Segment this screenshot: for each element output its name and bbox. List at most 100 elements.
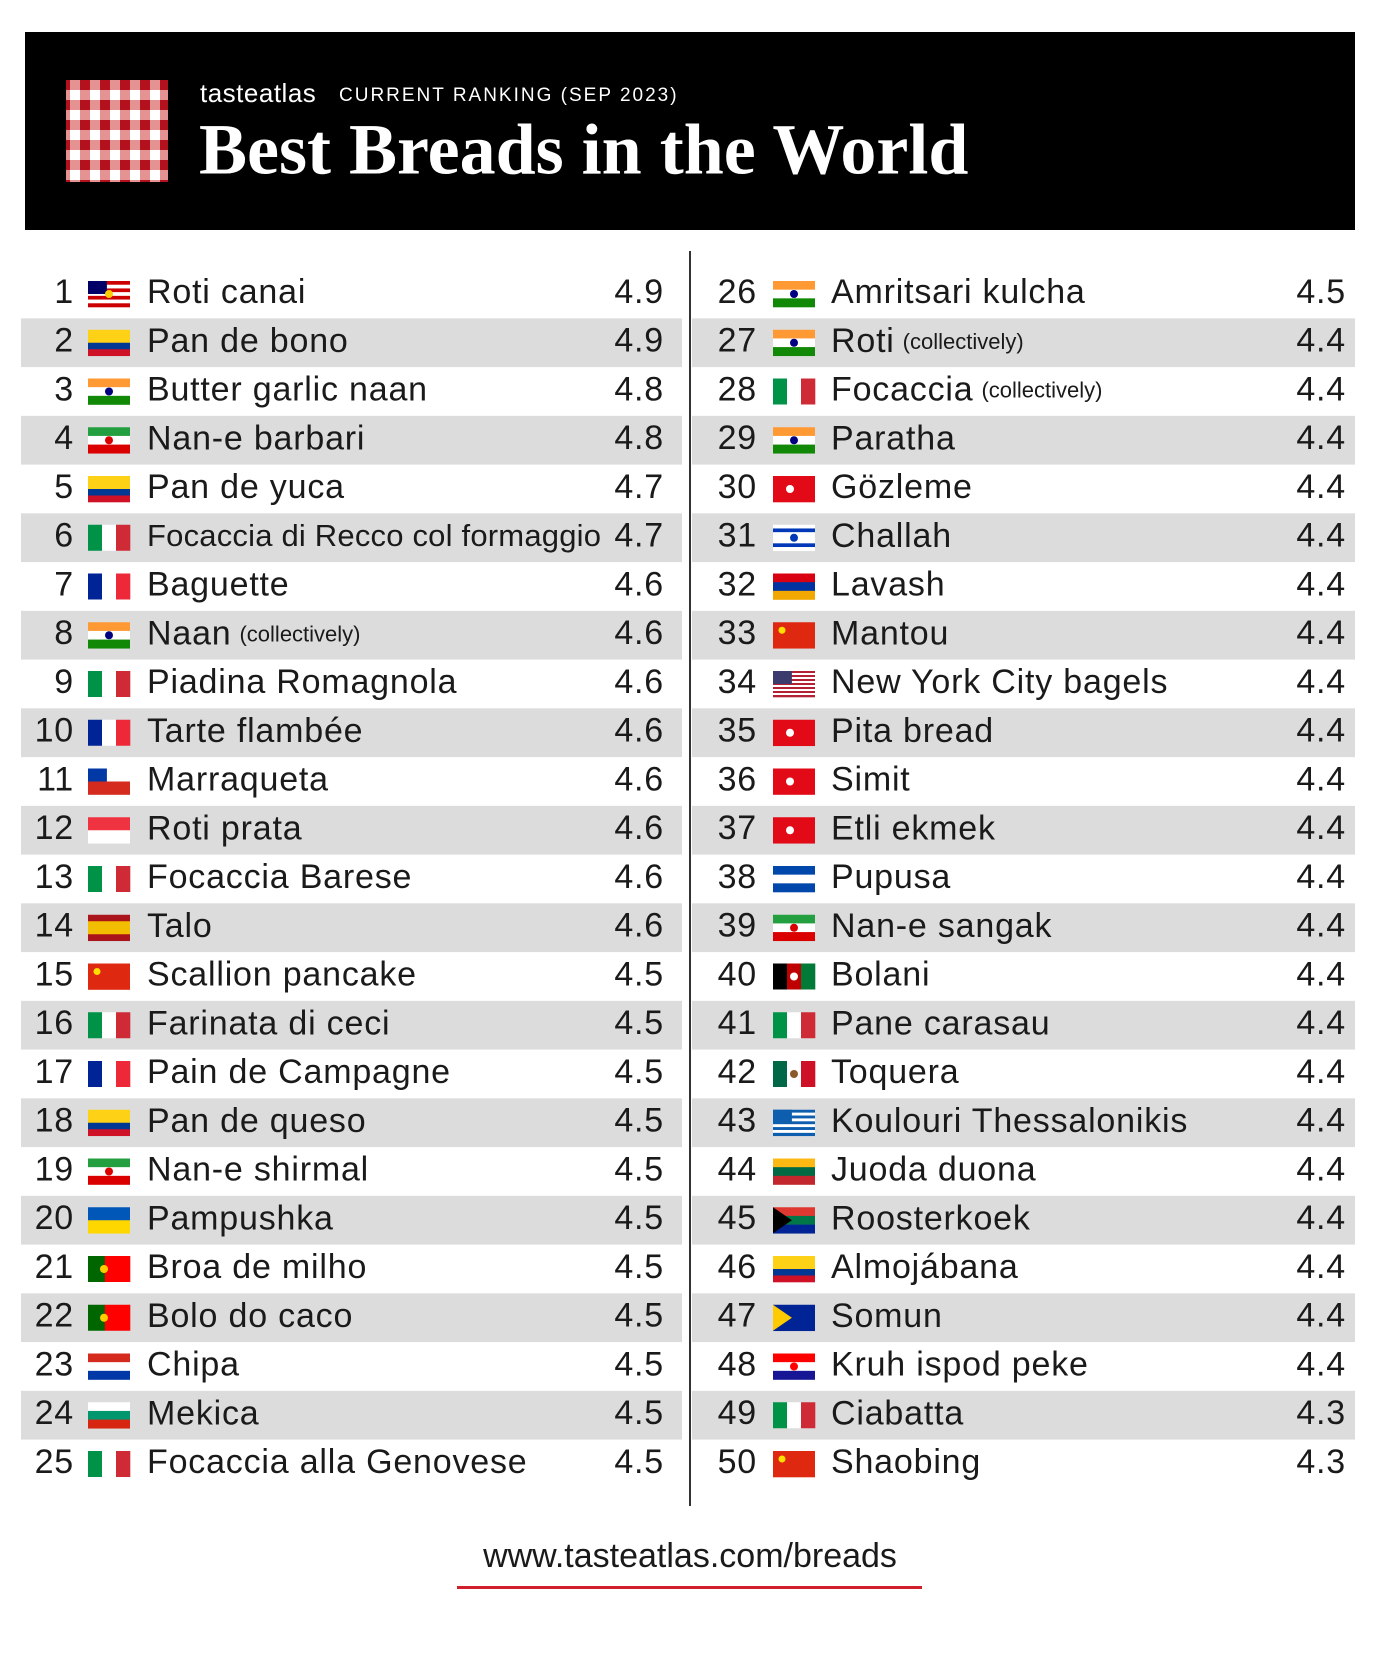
score: 4.4: [1296, 322, 1346, 360]
bread-name: Pane carasau: [831, 1004, 1050, 1042]
rank: 28: [718, 370, 757, 408]
bread-name: Piadina Romagnola: [147, 663, 457, 701]
flag-stripe: [773, 524, 815, 529]
ranking-row: 13 Focaccia Barese 4.6: [35, 858, 664, 896]
flag-stripe: [116, 1012, 131, 1039]
flag-stripe: [773, 1451, 815, 1478]
bread-name: Pan de yuca: [147, 468, 345, 506]
flag-stripe: [773, 1118, 815, 1122]
flag-stripe: [773, 683, 815, 686]
name: Koulouri Thessalonikis: [831, 1102, 1188, 1140]
bread-name: Ciabatta: [831, 1394, 964, 1432]
rank: 21: [35, 1248, 74, 1286]
flag-canton: [88, 281, 107, 294]
score: 4.4: [1296, 614, 1346, 652]
bread-name: Roosterkoek: [831, 1199, 1031, 1237]
flag-canton: [773, 671, 792, 684]
bread-name: Roti prata: [147, 809, 302, 847]
flag-stripe: [88, 817, 130, 831]
ranking-row: 41 Pane carasau 4.4: [692, 1000, 1355, 1050]
flag: [88, 1012, 131, 1039]
row-band: [21, 1000, 682, 1050]
flag-emblem: [100, 1313, 108, 1322]
flag-stripe: [88, 524, 103, 551]
flag-stripe: [773, 347, 815, 357]
flag-stripe: [801, 1402, 816, 1429]
bread-name: Naan (collectively): [147, 614, 361, 652]
flag: [88, 817, 130, 844]
flag-stripe: [88, 1220, 130, 1234]
bread-name: Roti (collectively): [831, 322, 1024, 360]
score: 4.8: [614, 370, 664, 408]
flag-stripe: [773, 963, 788, 990]
flag-stripe: [773, 1167, 815, 1177]
rank: 30: [718, 468, 757, 506]
flag-stripe: [116, 719, 131, 746]
flag-stripe: [773, 1207, 815, 1217]
name: Pita bread: [831, 712, 994, 750]
flag-stripe: [88, 1451, 103, 1477]
flag-stripe: [102, 719, 117, 746]
ranking-row: 30 Gözleme 4.4: [718, 468, 1346, 506]
rank: 43: [718, 1102, 757, 1140]
flag-stripe: [88, 342, 130, 350]
flag-stripe: [88, 1109, 130, 1124]
row-band: [21, 708, 682, 758]
rank: 4: [54, 419, 74, 457]
flag: [773, 1402, 816, 1429]
flag-stripe: [88, 866, 103, 892]
rank: 31: [718, 517, 757, 555]
flag-stripe: [88, 444, 130, 454]
flag-stripe: [88, 1129, 130, 1137]
name: Roti prata: [147, 809, 302, 847]
flag-stripe: [88, 299, 130, 304]
flag-stripe: [102, 1012, 117, 1039]
name: Bolani: [831, 955, 930, 993]
score: 4.5: [1296, 273, 1346, 311]
rank: 46: [718, 1248, 757, 1286]
flag-stripe: [773, 687, 815, 690]
ranking-row: 20 Pampushka 4.5: [21, 1195, 682, 1245]
flag-stripe: [88, 427, 130, 437]
score: 4.5: [614, 1102, 664, 1140]
ranking-row: 44 Juoda duona 4.4: [718, 1150, 1346, 1188]
flag: [88, 719, 131, 746]
name: Etli ekmek: [831, 809, 996, 847]
bread-name: Chipa: [147, 1345, 240, 1383]
flag-stripe: [773, 444, 815, 454]
score: 4.6: [614, 858, 664, 896]
flag-stripe: [801, 1061, 816, 1087]
rank: 18: [35, 1102, 74, 1140]
flag-stripe: [88, 1256, 106, 1282]
name: Pan de bono: [147, 322, 349, 360]
flag: [88, 1061, 131, 1087]
ranking-row: 31 Challah 4.4: [692, 513, 1355, 563]
flag-stripe: [88, 1207, 130, 1221]
name: Shaobing: [831, 1443, 981, 1481]
rank: 41: [718, 1004, 757, 1042]
score: 4.4: [1296, 565, 1346, 603]
name: Somun: [831, 1297, 943, 1335]
flag-stripe: [773, 543, 815, 548]
flag-stripe: [88, 639, 130, 649]
flag-stripe: [773, 883, 815, 893]
flag: [773, 378, 816, 405]
flag: [773, 329, 815, 357]
ranking-row: 40 Bolani 4.4: [718, 955, 1346, 993]
flag-stripe: [787, 1402, 802, 1429]
flag: [773, 1012, 816, 1039]
flag-stripe: [773, 590, 815, 600]
score: 4.4: [1296, 809, 1346, 847]
row-band: [21, 1098, 682, 1148]
bread-name: Almojábana: [831, 1248, 1019, 1286]
score: 4.4: [1296, 468, 1346, 506]
flag: [773, 1353, 815, 1380]
flag-stripe: [773, 1175, 815, 1185]
flag-emblem: [105, 1167, 113, 1176]
flag-stripe: [88, 303, 130, 308]
flag-stripe: [88, 1158, 130, 1168]
flag-stripe: [88, 395, 130, 405]
score: 4.4: [1296, 1004, 1346, 1042]
score: 4.4: [1296, 1102, 1346, 1140]
flag-emblem: [790, 338, 798, 347]
